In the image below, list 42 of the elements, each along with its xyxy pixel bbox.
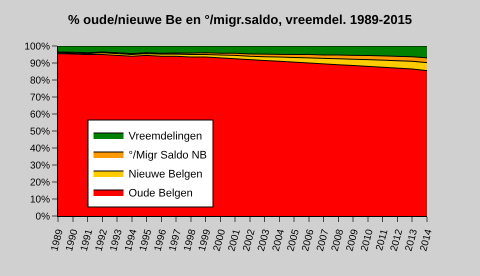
y-tick-label: 50%	[30, 126, 50, 138]
x-tick-label: 2001	[226, 228, 243, 253]
x-tick-label: 1989	[49, 228, 66, 253]
x-tick-label: 1990	[64, 228, 81, 253]
x-tick-label: 2003	[256, 228, 272, 253]
y-tick-label: 70%	[30, 92, 50, 104]
x-tick-label: 1991	[78, 228, 96, 253]
x-tick-label: 2006	[300, 228, 317, 253]
x-tick-label: 2002	[241, 228, 258, 253]
y-tick-label: 60%	[30, 110, 50, 120]
x-tick-label: 2009	[344, 228, 362, 253]
y-tick-label: 30%	[30, 160, 50, 172]
y-tick-label: 100%	[24, 42, 50, 52]
x-tick-label: 2013	[404, 228, 420, 253]
y-tick-label: 40%	[30, 144, 50, 154]
legend-label: °/Migr Saldo NB	[128, 149, 207, 162]
x-tick-label: 1997	[167, 228, 184, 253]
x-tick-label: 2012	[388, 228, 406, 253]
y-tick-label: 0%	[36, 212, 50, 222]
y-tick-label: 90%	[30, 58, 50, 70]
y-tick-label: 80%	[30, 76, 50, 86]
x-tick-label: 1993	[108, 228, 125, 253]
chart-title: % oude/nieuwe Be en °/migr.saldo, vreemdel. 1989-2015	[68, 12, 412, 27]
legend-label: Oude Belgen	[128, 187, 193, 200]
x-tick-label: 2004	[270, 228, 288, 253]
x-tick-label: 1999	[196, 228, 214, 253]
x-tick-label: 2010	[359, 228, 376, 253]
x-tick-label: 2007	[315, 228, 332, 253]
x-tick-label: 1996	[152, 228, 170, 253]
x-tick-label: 1998	[182, 228, 199, 253]
x-tick-label: 2008	[330, 228, 346, 253]
legend-label: Nieuwe Belgen	[128, 168, 203, 180]
x-tick-label: 2014	[418, 228, 435, 253]
x-tick-label: 1992	[94, 228, 110, 253]
y-tick-label: 20%	[30, 178, 50, 188]
legend-label: Vreemdelingen	[128, 130, 202, 142]
x-tick-label: 2000	[212, 228, 228, 253]
x-tick-label: 2011	[374, 228, 391, 252]
x-tick-label: 2005	[286, 228, 302, 253]
x-tick-label: 1994	[123, 228, 140, 253]
x-tick-label: 1995	[138, 228, 154, 253]
y-tick-label: 10%	[30, 194, 50, 206]
